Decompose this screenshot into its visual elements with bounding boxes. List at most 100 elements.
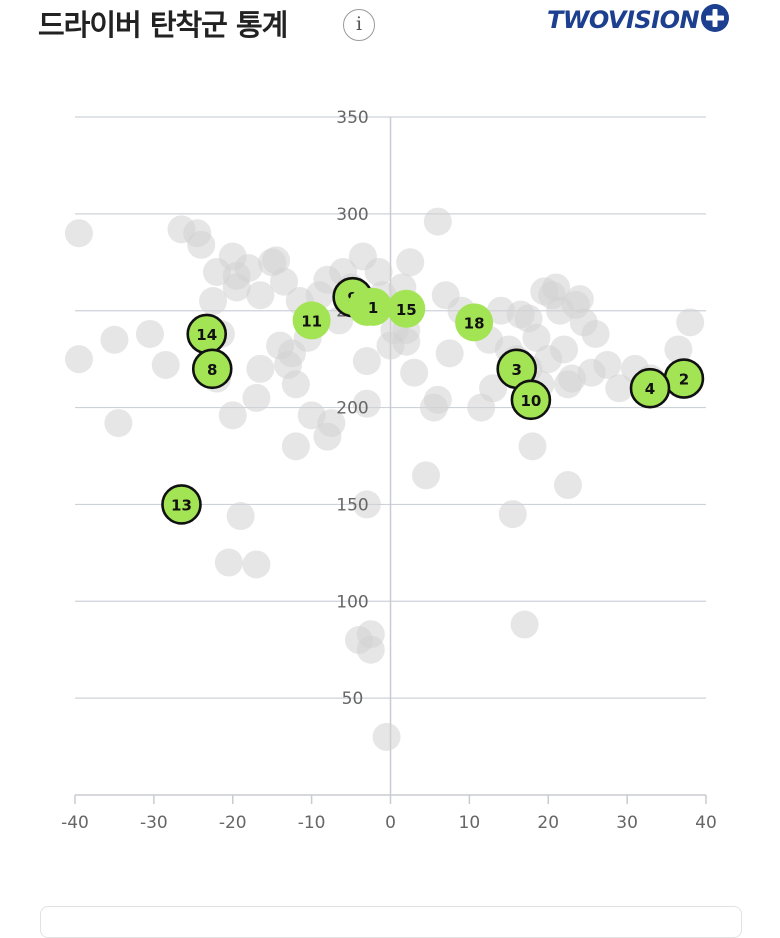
- background-point: [214, 548, 243, 577]
- shot-marker: 2: [663, 358, 705, 399]
- shot-label: 13: [171, 496, 192, 514]
- logo-text: TWOVISION: [547, 6, 700, 34]
- background-point: [550, 335, 579, 364]
- shot-point: [292, 301, 331, 340]
- background-points: [64, 207, 705, 751]
- shot-marker: 10: [510, 379, 552, 421]
- background-point: [281, 432, 310, 461]
- info-icon[interactable]: i: [343, 9, 375, 41]
- y-tick-label: 100: [336, 592, 368, 612]
- twovision-logo: TWOVISION: [547, 3, 730, 39]
- y-tick-label: 350: [336, 108, 368, 128]
- background-point: [270, 267, 299, 296]
- shot-label: 18: [464, 314, 485, 332]
- background-point: [135, 319, 164, 348]
- x-tick-label: -20: [219, 813, 247, 833]
- background-point: [435, 339, 464, 368]
- background-point: [100, 325, 129, 354]
- background-point: [676, 308, 705, 337]
- shot-label: 11: [301, 312, 322, 330]
- y-tick-label: 200: [336, 399, 368, 419]
- shot-marker: 8: [191, 348, 233, 390]
- shot-label: 15: [396, 301, 417, 319]
- x-tick-label: 0: [385, 813, 396, 833]
- background-point: [423, 207, 452, 236]
- background-point: [352, 490, 381, 519]
- shot-marker: 11: [292, 301, 331, 340]
- background-point: [396, 248, 425, 277]
- background-point: [151, 350, 180, 379]
- background-point: [199, 287, 228, 316]
- highlighted-points: 91711511181483241013: [161, 276, 705, 525]
- background-point: [593, 350, 622, 379]
- background-point: [392, 327, 421, 356]
- background-point: [317, 409, 346, 438]
- y-tick-label: 50: [342, 689, 364, 709]
- x-tick-label: 30: [616, 813, 638, 833]
- background-point: [246, 281, 275, 310]
- background-point: [581, 319, 610, 348]
- shot-marker: 14: [186, 313, 228, 355]
- shot-point: [354, 287, 393, 326]
- page-title: 드라이버 탄착군 통계: [38, 8, 288, 42]
- background-point: [352, 347, 381, 376]
- shot-point: [510, 379, 552, 421]
- shot-point: [387, 289, 426, 328]
- background-point: [498, 500, 527, 529]
- background-point: [234, 254, 263, 283]
- background-point: [364, 257, 393, 286]
- background-point: [423, 385, 452, 414]
- background-point: [400, 358, 429, 387]
- background-point: [187, 230, 216, 259]
- background-point: [218, 401, 247, 430]
- background-point: [518, 432, 547, 461]
- x-tick-label: 20: [537, 813, 559, 833]
- shot-label: 10: [520, 392, 541, 410]
- x-tick-label: -40: [61, 813, 89, 833]
- background-point: [104, 409, 133, 438]
- background-point: [246, 354, 275, 383]
- background-point: [262, 246, 291, 275]
- shot-marker: 4: [629, 367, 671, 409]
- shot-point: [629, 367, 671, 409]
- y-tick-label: 300: [336, 205, 368, 225]
- shot-marker: 15: [387, 289, 426, 328]
- shot-marker: 18: [455, 303, 494, 342]
- background-point: [565, 285, 594, 314]
- x-tick-label: 40: [695, 813, 717, 833]
- x-tick-label: 10: [459, 813, 481, 833]
- background-point: [352, 389, 381, 418]
- shot-marker: 13: [161, 484, 202, 525]
- shot-label: 14: [196, 326, 217, 344]
- background-point: [281, 370, 310, 399]
- background-point: [64, 219, 93, 248]
- background-point: [64, 345, 93, 374]
- background-point: [605, 374, 634, 403]
- shot-point: [191, 348, 233, 390]
- background-point: [522, 323, 551, 352]
- shot-label: 3: [511, 361, 521, 379]
- y-tick-label: 150: [336, 495, 368, 515]
- bottom-card: [40, 906, 742, 938]
- background-point: [372, 722, 401, 751]
- shot-marker: 1: [354, 287, 393, 326]
- scatter-chart: 50100150200250300350-40-30-20-1001020304…: [61, 108, 717, 833]
- x-tick-label: -10: [298, 813, 326, 833]
- background-point: [242, 550, 271, 579]
- background-point: [664, 335, 693, 364]
- background-point: [411, 461, 440, 490]
- shot-label: 1: [368, 299, 378, 317]
- background-point: [226, 502, 255, 531]
- background-point: [344, 626, 373, 655]
- shot-point: [161, 484, 202, 525]
- shot-label: 2: [679, 371, 689, 389]
- background-point: [542, 273, 571, 302]
- logo-plus-icon: [700, 3, 730, 37]
- background-point: [242, 383, 271, 412]
- header: 드라이버 탄착군 통계 i TWOVISION: [0, 0, 780, 50]
- shot-label: 4: [645, 380, 655, 398]
- shot-point: [455, 303, 494, 342]
- shot-label: 8: [207, 361, 217, 379]
- background-point: [553, 471, 582, 500]
- background-point: [479, 374, 508, 403]
